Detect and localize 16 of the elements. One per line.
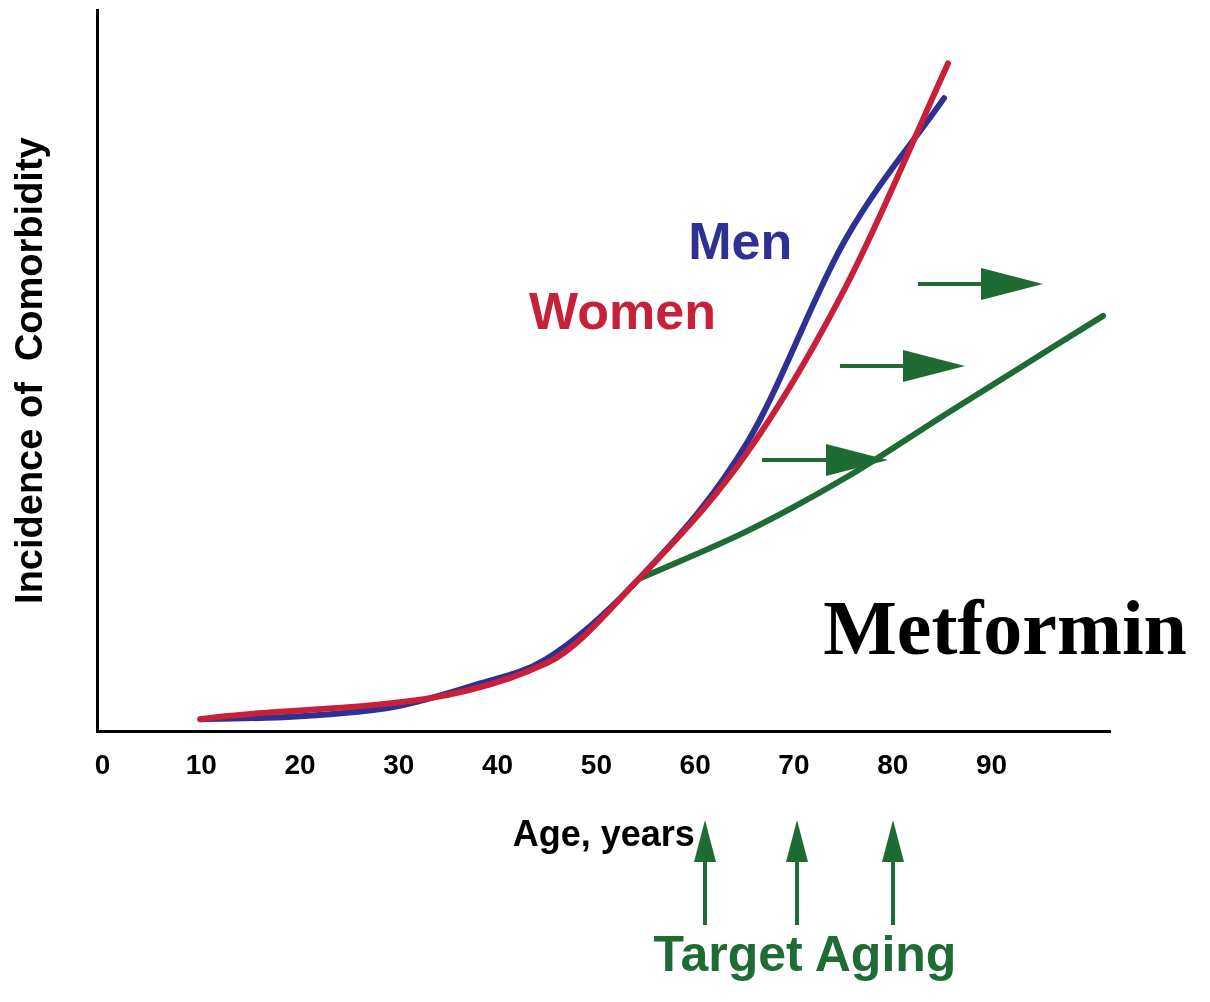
series-label: Women [529, 282, 716, 341]
x-tick-label: 70 [778, 748, 810, 780]
x-tick-label: 60 [679, 748, 711, 780]
x-tick-label: 30 [383, 748, 415, 780]
x-tick-label: 40 [482, 748, 514, 780]
x-tick-label: 10 [185, 748, 217, 780]
x-axis-title: Age, years [512, 813, 695, 855]
x-tick-label: 90 [975, 748, 1008, 780]
text: Target Aging [652, 925, 958, 983]
y-axis-title: Incidence of Comorbidity [8, 137, 51, 604]
x-tick-label: 0 [94, 748, 111, 780]
x-tick-label: 50 [580, 748, 612, 780]
series-label: Metformin [823, 584, 1188, 671]
x-tick-label: 20 [284, 748, 316, 780]
x-tick-label: 80 [877, 748, 909, 780]
series-label: Men [688, 212, 793, 271]
